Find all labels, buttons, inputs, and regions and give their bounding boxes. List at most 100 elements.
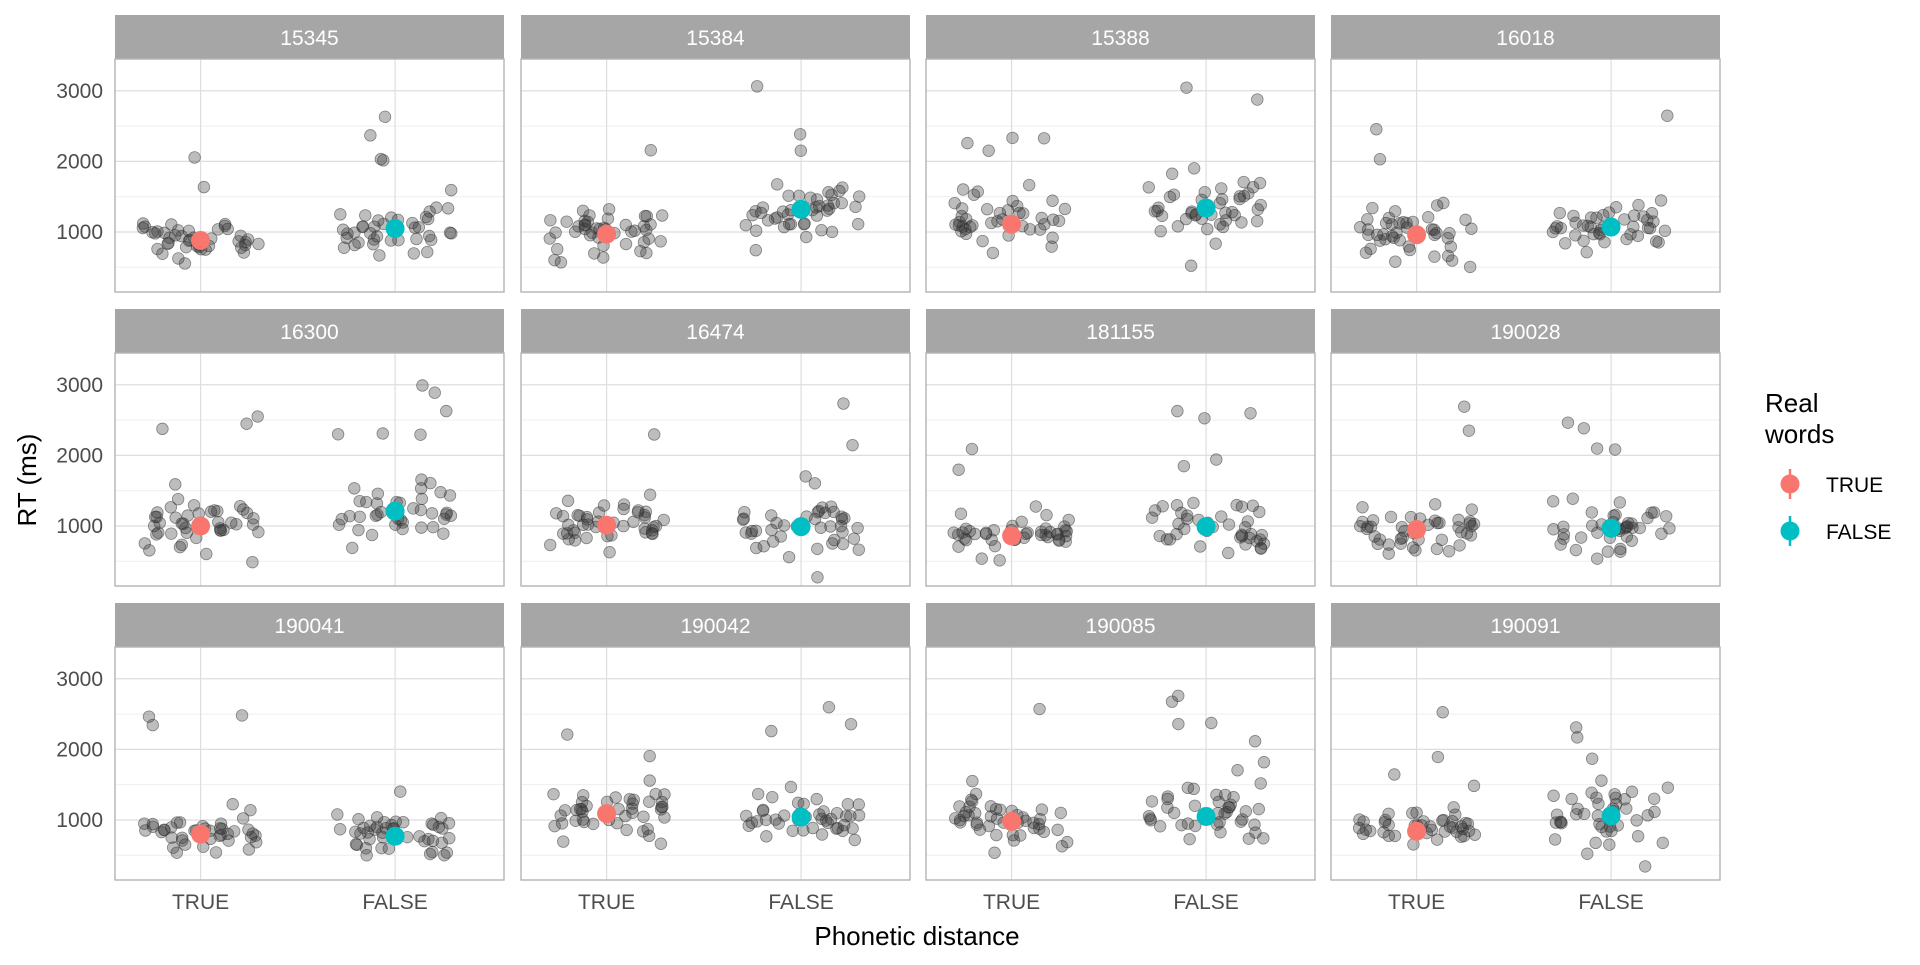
raw-data-point (246, 555, 259, 569)
raw-data-point (757, 540, 770, 553)
mean-point-true (1002, 526, 1022, 546)
raw-data-point (1625, 785, 1639, 798)
raw-data-point (1231, 764, 1244, 777)
raw-data-point (367, 233, 381, 246)
raw-data-point (603, 546, 616, 559)
raw-data-point (170, 846, 183, 859)
raw-data-point (181, 509, 194, 522)
raw-data-point (1652, 236, 1665, 249)
raw-data-point (1406, 806, 1419, 820)
raw-data-point (576, 204, 590, 218)
raw-data-point (576, 518, 590, 531)
raw-data-point (242, 843, 256, 856)
raw-data-point (360, 849, 373, 862)
facet-panel-15384: 15384 (520, 15, 911, 293)
raw-data-point (1638, 860, 1652, 873)
raw-data-point (638, 508, 651, 522)
raw-data-point (627, 793, 640, 807)
raw-data-point (836, 824, 849, 838)
raw-data-point (1557, 532, 1570, 545)
raw-data-point (1453, 539, 1466, 552)
raw-data-point (146, 226, 159, 239)
raw-data-point (643, 795, 656, 808)
raw-data-point (794, 144, 808, 157)
raw-data-point (1580, 245, 1593, 259)
raw-data-point (782, 189, 795, 202)
raw-data-point (1362, 228, 1375, 242)
raw-data-point (244, 803, 257, 817)
raw-data-point (811, 542, 824, 556)
mean-point-false (791, 517, 811, 537)
raw-data-point (225, 516, 238, 529)
raw-data-point (1198, 412, 1211, 425)
raw-data-point (1250, 535, 1264, 548)
x-tick-label: FALSE (362, 891, 427, 914)
raw-data-point (847, 532, 861, 545)
raw-data-point (560, 215, 573, 228)
raw-data-point (984, 800, 998, 813)
raw-data-point (1431, 516, 1444, 530)
facet-strip-label: 15384 (686, 27, 745, 50)
panel-border (520, 58, 911, 293)
raw-data-point (1654, 194, 1668, 207)
raw-data-point (634, 244, 647, 258)
raw-data-point (343, 509, 356, 523)
raw-data-point (846, 438, 859, 452)
raw-data-point (1422, 211, 1435, 224)
y-tick-label: 1000 (56, 809, 103, 832)
raw-data-point (421, 245, 434, 259)
facet-strip (521, 309, 910, 353)
raw-data-point (1013, 206, 1026, 220)
facet-strip-label: 16474 (686, 321, 745, 344)
mean-point-true (191, 516, 211, 536)
raw-data-point (421, 212, 435, 226)
raw-data-point (617, 498, 631, 511)
raw-data-point (1246, 499, 1260, 512)
raw-data-point (837, 397, 850, 410)
raw-data-point (1589, 836, 1602, 850)
raw-data-point (644, 144, 657, 157)
raw-data-point (949, 812, 962, 825)
raw-data-point (657, 513, 670, 527)
raw-data-point (1463, 515, 1477, 528)
raw-data-point (341, 227, 354, 240)
raw-data-point (826, 537, 839, 550)
mean-point-false (385, 501, 405, 521)
legend-key-point (1780, 521, 1800, 541)
raw-data-point (1015, 515, 1028, 528)
raw-data-point (784, 780, 798, 794)
raw-data-point (656, 209, 669, 222)
raw-data-point (956, 183, 970, 196)
raw-data-point (560, 527, 574, 540)
raw-data-point (416, 379, 429, 392)
raw-data-point (643, 774, 656, 787)
raw-data-point (1052, 534, 1066, 547)
raw-data-point (1181, 781, 1195, 795)
raw-data-point (799, 470, 812, 483)
raw-data-point (647, 520, 660, 534)
raw-data-point (580, 799, 593, 813)
raw-data-point (1054, 806, 1068, 820)
raw-data-point (620, 823, 633, 837)
raw-data-point (1027, 821, 1041, 835)
raw-data-point (1402, 240, 1415, 253)
raw-data-point (571, 509, 584, 522)
raw-data-point (1625, 534, 1638, 547)
raw-data-point (959, 533, 973, 547)
raw-data-point (965, 442, 979, 456)
y-axis-title: RT (ms) (12, 434, 42, 527)
raw-data-point (786, 824, 799, 837)
panel-border (520, 352, 911, 587)
raw-data-point (1595, 774, 1608, 787)
raw-data-point (969, 787, 983, 801)
raw-data-point (1548, 833, 1562, 846)
mean-point-true (1407, 821, 1427, 841)
raw-data-point (1631, 830, 1645, 843)
raw-data-point (1547, 789, 1560, 802)
raw-data-point (1046, 231, 1059, 244)
panel-border (114, 58, 505, 293)
raw-data-point (976, 234, 989, 248)
mean-point-false (1196, 198, 1216, 218)
raw-data-point (172, 252, 185, 265)
raw-data-point (1242, 832, 1256, 845)
